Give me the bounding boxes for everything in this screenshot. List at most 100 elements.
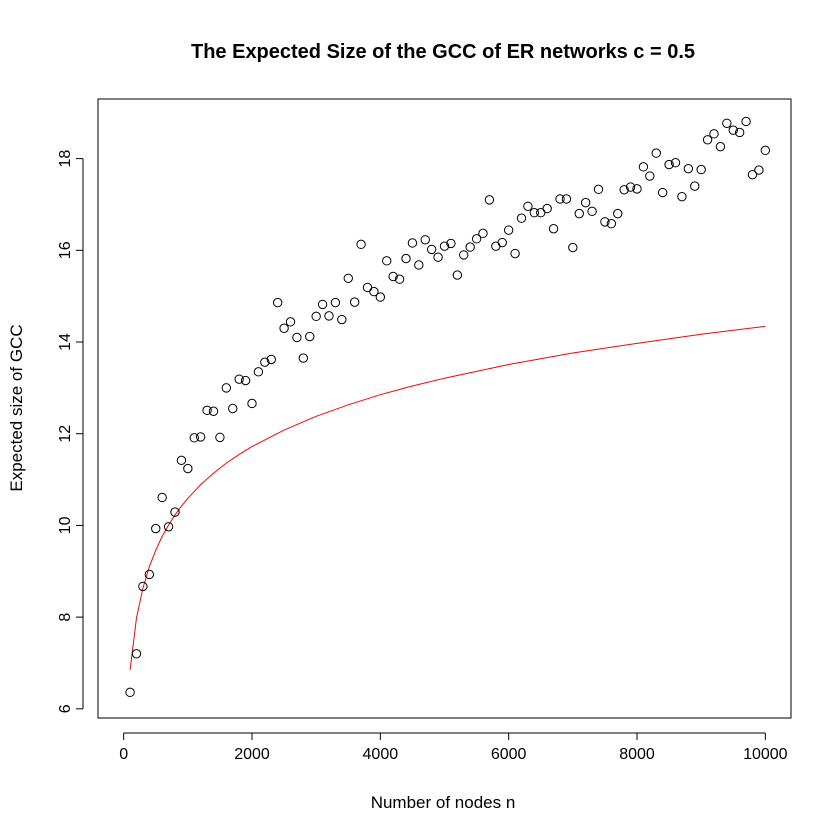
data-point [144, 569, 155, 580]
data-point [151, 523, 161, 534]
x-tick-label: 0 [119, 746, 128, 763]
data-point [356, 239, 366, 250]
data-point [497, 237, 507, 248]
plot-frame [97, 98, 792, 719]
data-point [446, 238, 456, 249]
data-point [523, 201, 533, 211]
data-point [407, 238, 418, 248]
data-point [317, 299, 328, 310]
data-point [657, 187, 668, 198]
data-point [324, 311, 334, 321]
y-tick-label: 14 [57, 333, 74, 351]
data-point [183, 463, 193, 474]
data-point [426, 244, 437, 255]
data-point [388, 271, 398, 282]
y-tick-label: 6 [57, 704, 74, 713]
data-point [208, 406, 219, 416]
data-point [215, 432, 225, 443]
data-point [157, 492, 167, 503]
data-point [459, 250, 469, 260]
data-point [260, 357, 270, 367]
x-tick-label: 6000 [491, 746, 527, 763]
data-point [176, 455, 187, 466]
x-tick-label: 2000 [234, 746, 270, 763]
data-point [272, 297, 283, 308]
data-point [452, 270, 463, 280]
chart-title: The Expected Size of the GCC of ER netwo… [191, 41, 695, 63]
data-point [702, 135, 713, 145]
data-point [240, 375, 251, 386]
x-axis-label: Number of nodes n [371, 793, 516, 812]
data-point [471, 234, 482, 244]
data-point [369, 286, 379, 297]
data-point [536, 208, 546, 218]
data-point [420, 235, 430, 245]
data-point [266, 354, 276, 365]
data-point [362, 282, 373, 293]
data-point [298, 353, 309, 363]
data-point [253, 367, 264, 377]
data-point [632, 184, 642, 194]
data-point [491, 241, 501, 251]
data-point [651, 148, 661, 158]
data-point [568, 242, 578, 253]
x-axis: 0 2000 4000 6000 8000 10000 [119, 732, 788, 763]
data-point [664, 159, 674, 170]
data-point [330, 297, 341, 308]
y-tick-label: 18 [57, 150, 74, 168]
data-point [529, 208, 540, 218]
data-point [600, 217, 610, 227]
data-point [279, 323, 289, 333]
data-point [503, 225, 514, 235]
data-point [125, 687, 135, 698]
data-point [343, 273, 353, 283]
data-point [555, 194, 565, 204]
fit-line [129, 325, 766, 670]
data-point [593, 184, 604, 195]
data-point [754, 165, 764, 175]
data-point [465, 242, 475, 252]
data-point [228, 403, 238, 414]
data-point [516, 213, 527, 223]
fit-line-layer [129, 325, 766, 670]
data-point [670, 158, 681, 168]
data-point [625, 182, 636, 192]
data-point [722, 118, 732, 129]
data-point [580, 197, 591, 208]
data-point [715, 141, 726, 152]
data-point [234, 374, 244, 384]
data-point [645, 171, 655, 181]
data-point [747, 169, 758, 180]
data-point [484, 195, 495, 205]
data-point [696, 164, 706, 175]
data-point [734, 127, 745, 138]
data-point [690, 181, 700, 191]
data-point [163, 522, 174, 532]
data-point [478, 228, 488, 239]
data-point [221, 383, 232, 393]
data-point [510, 248, 520, 259]
data-point [189, 433, 199, 443]
y-axis: 6 8 10 12 14 16 18 [57, 150, 84, 713]
x-tick-label: 10000 [743, 746, 788, 763]
data-point [382, 256, 392, 266]
data-point [170, 507, 180, 517]
data-point [195, 432, 206, 442]
data-point [677, 191, 687, 202]
data-points-layer [125, 116, 771, 698]
x-tick-label: 8000 [619, 746, 655, 763]
data-point [247, 398, 257, 409]
data-point [439, 241, 450, 251]
data-point [683, 163, 694, 174]
data-point [613, 208, 623, 219]
y-tick-label: 16 [57, 241, 74, 259]
data-point [311, 311, 321, 322]
y-tick-label: 12 [57, 425, 74, 443]
data-point [131, 649, 142, 659]
data-point [349, 297, 360, 307]
y-tick-label: 8 [57, 613, 74, 622]
data-point [619, 185, 629, 195]
data-point [548, 224, 559, 234]
data-point [292, 332, 302, 343]
